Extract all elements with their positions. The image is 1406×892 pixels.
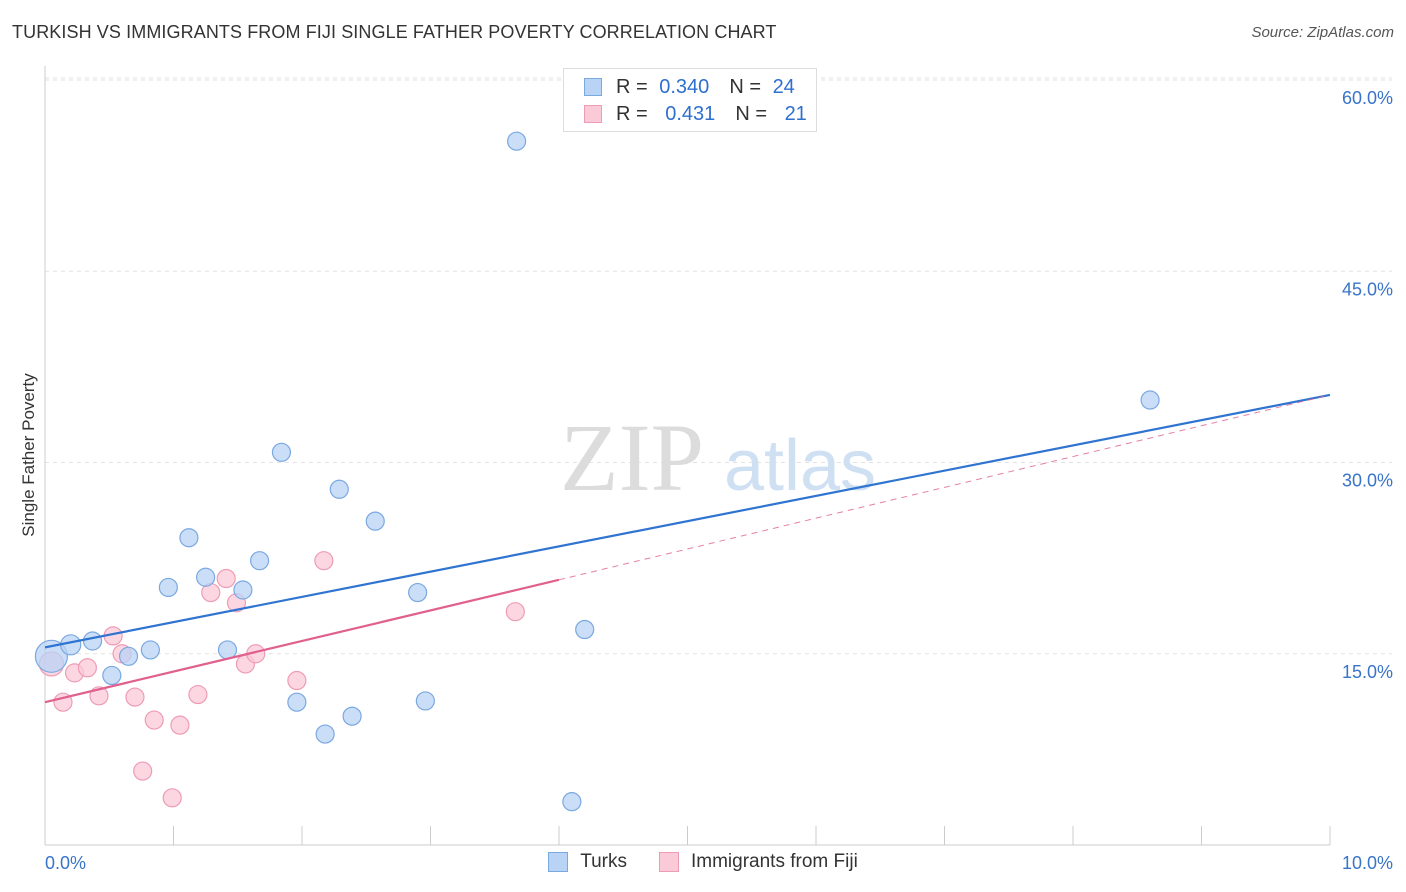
- fiji-r-label: R =: [616, 102, 648, 125]
- turks-point: [315, 724, 335, 744]
- source-label: Source: ZipAtlas.com: [1251, 24, 1394, 41]
- fiji-point: [162, 788, 182, 808]
- fiji-point: [314, 551, 334, 571]
- points-layer: [34, 131, 1160, 812]
- turks-swatch: [584, 78, 602, 96]
- fiji-n-label: N =: [735, 102, 767, 125]
- fiji-trend-extension: [558, 394, 1331, 581]
- y-tick-label: 60.0%: [1342, 88, 1393, 108]
- fiji-n-value: 21: [784, 102, 807, 125]
- turks-point: [140, 640, 160, 660]
- fiji-swatch: [584, 105, 602, 123]
- turks-n-label: N =: [729, 75, 761, 98]
- turks-point: [179, 528, 199, 548]
- y-tick-label: 30.0%: [1342, 471, 1393, 491]
- fiji-point: [188, 684, 208, 705]
- legend-box: R = 0.340 N = 24 R = 0.431 N = 21: [563, 68, 817, 132]
- bottom-fiji-swatch: [659, 852, 679, 872]
- fiji-point: [216, 568, 236, 589]
- turks-point: [342, 706, 362, 726]
- fiji-point: [505, 602, 525, 622]
- fiji-point: [144, 710, 164, 730]
- y-axis-label: Single Father Poverty: [19, 373, 38, 537]
- turks-point: [118, 646, 139, 666]
- turks-point: [408, 582, 428, 603]
- legend-row-turks: R = 0.340 N = 24: [584, 75, 795, 99]
- x-tick-label-max: 10.0%: [1342, 853, 1393, 873]
- x-tick-label-min: 0.0%: [45, 853, 86, 873]
- turks-point: [271, 442, 292, 462]
- bottom-legend: Turks Immigrants from Fiji: [0, 851, 1406, 873]
- bottom-fiji-label: Immigrants from Fiji: [691, 851, 858, 872]
- turks-point: [233, 580, 253, 600]
- turks-point: [365, 511, 385, 531]
- watermark-zip: ZIP: [560, 404, 704, 511]
- fiji-r-value: 0.431: [665, 102, 716, 125]
- bottom-turks-swatch: [548, 852, 569, 872]
- fiji-point: [287, 670, 307, 691]
- watermark: ZIP atlas: [560, 404, 876, 511]
- bottom-legend-turks: Turks: [548, 851, 627, 873]
- turks-r-value: 0.340: [659, 75, 710, 98]
- turks-point: [60, 634, 82, 656]
- turks-point: [196, 567, 216, 587]
- turks-point: [1140, 390, 1160, 410]
- turks-point: [562, 792, 582, 812]
- turks-point: [287, 692, 307, 712]
- turks-point: [506, 131, 527, 151]
- turks-point: [329, 479, 349, 499]
- turks-trend-line: [44, 393, 1331, 649]
- legend-row-fiji: R = 0.431 N = 21: [584, 102, 807, 126]
- fiji-point: [133, 761, 153, 781]
- axis-layer: 15.0% 30.0% 45.0% 60.0% 0.0% 10.0%: [44, 66, 1393, 873]
- turks-r-label: R =: [616, 75, 648, 98]
- turks-point: [102, 665, 122, 686]
- chart-title: TURKISH VS IMMIGRANTS FROM FIJI SINGLE F…: [12, 22, 777, 42]
- bottom-legend-fiji: Immigrants from Fiji: [659, 851, 858, 873]
- fiji-trend-line: [44, 578, 560, 704]
- turks-point: [415, 691, 435, 711]
- y-tick-label: 15.0%: [1342, 662, 1393, 682]
- fiji-point: [170, 715, 190, 735]
- fiji-point: [125, 687, 145, 707]
- bottom-turks-label: Turks: [580, 851, 627, 872]
- grid-layer: [45, 77, 1392, 655]
- turks-point: [575, 619, 595, 640]
- turks-n-value: 24: [772, 75, 795, 98]
- watermark-atlas: atlas: [724, 426, 876, 506]
- y-tick-label: 45.0%: [1342, 279, 1393, 299]
- trend-layer: [44, 393, 1331, 704]
- fiji-point: [77, 658, 98, 678]
- turks-point: [34, 639, 69, 673]
- turks-point: [249, 551, 270, 571]
- turks-point: [82, 631, 103, 651]
- turks-point: [158, 577, 178, 598]
